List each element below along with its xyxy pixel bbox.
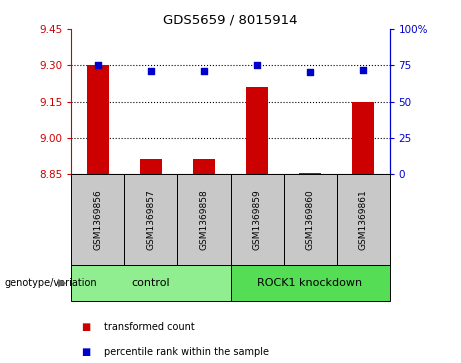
Text: ■: ■ bbox=[81, 322, 90, 332]
Bar bbox=[230, 265, 390, 301]
Text: control: control bbox=[132, 278, 170, 288]
Text: GSM1369856: GSM1369856 bbox=[94, 189, 102, 250]
Point bbox=[200, 68, 207, 74]
Point bbox=[254, 62, 261, 68]
Bar bbox=[352, 102, 373, 174]
Bar bbox=[246, 87, 267, 174]
Bar bbox=[87, 65, 108, 174]
Point bbox=[359, 68, 366, 73]
Text: ROCK1 knockdown: ROCK1 knockdown bbox=[257, 278, 363, 288]
Bar bbox=[140, 159, 161, 174]
Text: ■: ■ bbox=[81, 347, 90, 357]
Point bbox=[94, 62, 101, 68]
Text: percentile rank within the sample: percentile rank within the sample bbox=[104, 347, 269, 357]
Point bbox=[306, 69, 313, 75]
Text: genotype/variation: genotype/variation bbox=[5, 278, 97, 288]
Bar bbox=[71, 265, 230, 301]
Bar bbox=[299, 173, 320, 174]
Text: ▶: ▶ bbox=[59, 278, 67, 288]
Bar bbox=[71, 174, 124, 265]
Text: transformed count: transformed count bbox=[104, 322, 195, 332]
Text: GSM1369860: GSM1369860 bbox=[306, 189, 314, 250]
Bar bbox=[193, 159, 214, 174]
Bar bbox=[124, 174, 177, 265]
Text: GSM1369857: GSM1369857 bbox=[147, 189, 155, 250]
Title: GDS5659 / 8015914: GDS5659 / 8015914 bbox=[163, 13, 298, 26]
Bar bbox=[177, 174, 230, 265]
Bar bbox=[337, 174, 390, 265]
Bar bbox=[230, 174, 284, 265]
Text: GSM1369859: GSM1369859 bbox=[253, 189, 261, 250]
Bar bbox=[284, 174, 337, 265]
Text: GSM1369861: GSM1369861 bbox=[359, 189, 367, 250]
Point bbox=[148, 68, 155, 74]
Text: GSM1369858: GSM1369858 bbox=[200, 189, 208, 250]
